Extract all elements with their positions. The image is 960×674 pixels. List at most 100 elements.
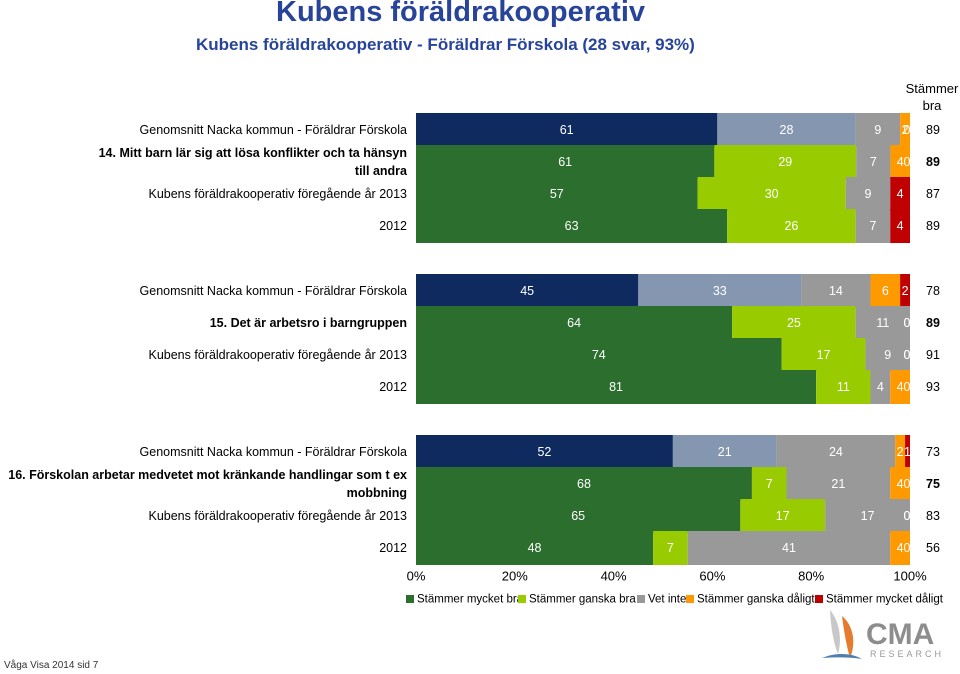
- data-label: 7: [869, 219, 876, 233]
- data-label: 6: [882, 284, 889, 298]
- bar-segment-stammer-ganska-bra: [638, 274, 802, 308]
- row-label: Kubens föräldrakooperativ föregående år …: [148, 187, 407, 201]
- legend-swatch-2: [637, 595, 645, 603]
- bar-segment-stammer-ganska-bra: [732, 306, 856, 340]
- data-label: 11: [837, 380, 850, 394]
- x-tick-label: 100%: [893, 568, 927, 583]
- row-label: Kubens föräldrakooperativ föregående år …: [148, 509, 407, 523]
- bar-segment-vet-inte: [856, 145, 891, 179]
- footer-page-label: Våga Visa 2014 sid 7: [4, 660, 99, 671]
- total-stammer-bra: 78: [926, 284, 940, 298]
- data-label: 45: [520, 284, 534, 298]
- data-label: 0: [904, 348, 911, 362]
- x-tick-label: 60%: [699, 568, 725, 583]
- data-label: 57: [550, 187, 564, 201]
- bar-segment-stammer-mycket-bra: [416, 338, 782, 372]
- bar-segment-stammer-ganska-bra: [714, 145, 857, 179]
- data-label: 74: [592, 348, 606, 362]
- total-stammer-bra: 91: [926, 348, 940, 362]
- data-label: 17: [776, 509, 790, 523]
- bar-segment-stammer-ganska-daligt: [890, 370, 910, 404]
- data-label: 0: [904, 509, 911, 523]
- bar-segment-stammer-ganska-daligt: [890, 531, 910, 565]
- legend-label: Stämmer mycket bra: [417, 594, 524, 606]
- data-label: 1: [904, 445, 911, 459]
- bar-segment-stammer-ganska-bra: [781, 338, 866, 372]
- data-label: 65: [571, 509, 585, 523]
- bar-segment-stammer-ganska-daligt: [890, 467, 910, 501]
- data-label: 21: [718, 445, 732, 459]
- data-label: 2: [902, 284, 909, 298]
- row-label: 2012: [379, 219, 407, 233]
- data-label: 0: [904, 123, 911, 137]
- bar-segment-vet-inte: [801, 274, 871, 308]
- data-label: 26: [784, 219, 798, 233]
- data-label: 4: [897, 541, 904, 555]
- bar-segment-stammer-mycket-bra: [416, 177, 698, 211]
- bar-segment-stammer-mycket-bra: [416, 467, 752, 501]
- bar-segment-vet-inte: [855, 209, 891, 243]
- data-label: 14: [829, 284, 843, 298]
- bar-segment-vet-inte: [845, 177, 891, 211]
- data-label: 0: [904, 348, 911, 362]
- bar-segment-stammer-ganska-bra: [751, 467, 787, 501]
- bar-segment-stammer-mycket-bra: [416, 531, 654, 565]
- data-label: 4: [897, 219, 904, 233]
- data-label: 33: [713, 284, 727, 298]
- bar-segment-stammer-ganska-bra: [727, 209, 856, 243]
- total-stammer-bra: 89: [926, 155, 940, 169]
- data-label: 11: [876, 316, 889, 330]
- data-label: 2: [897, 445, 904, 459]
- data-label: 7: [766, 477, 773, 491]
- total-stammer-bra: 87: [926, 187, 940, 201]
- total-stammer-bra: 73: [926, 445, 940, 459]
- data-label: 61: [558, 155, 572, 169]
- data-label: 9: [874, 123, 881, 137]
- legend-swatch-0: [406, 595, 414, 603]
- data-label: 28: [780, 123, 794, 137]
- data-label: 7: [667, 541, 674, 555]
- bar-segment-stammer-mycket-bra: [416, 145, 715, 179]
- page-title: Kubens föräldrakooperativ: [276, 0, 646, 28]
- data-label: 52: [537, 445, 551, 459]
- total-stammer-bra: 89: [926, 123, 940, 137]
- row-label-line2: mobbning: [347, 486, 407, 500]
- total-stammer-bra: 75: [926, 477, 940, 491]
- bar-segment-stammer-ganska-daligt: [900, 113, 910, 147]
- row-label-line2: till andra: [355, 164, 408, 178]
- bar-segment-vet-inte: [776, 435, 896, 469]
- bar-segment-stammer-mycket-daligt: [905, 435, 910, 469]
- legend-label: Stämmer ganska bra: [529, 594, 636, 606]
- data-label: 41: [782, 541, 796, 555]
- data-label: 30: [765, 187, 779, 201]
- bar-segment-vet-inte: [855, 306, 910, 340]
- total-stammer-bra: 89: [926, 316, 940, 330]
- data-label: 0: [904, 316, 911, 330]
- data-label: 2: [902, 123, 909, 137]
- logo-subtext: RESEARCH: [870, 649, 944, 659]
- data-label: 9: [884, 348, 891, 362]
- bar-segment-stammer-mycket-bra: [416, 274, 639, 308]
- sail-icon: [822, 610, 862, 659]
- bar-segment-stammer-ganska-bra: [740, 499, 826, 533]
- cma-research-logo: CMA RESEARCH: [822, 610, 944, 659]
- data-label: 63: [565, 219, 579, 233]
- legend-swatch-4: [815, 595, 823, 603]
- bar-segment-stammer-ganska-daligt: [895, 435, 906, 469]
- data-label: 0: [904, 155, 911, 169]
- x-tick-label: 20%: [502, 568, 528, 583]
- data-label: 17: [817, 348, 831, 362]
- data-label: 4: [897, 477, 904, 491]
- bar-segment-vet-inte: [855, 113, 901, 147]
- page-subtitle: Kubens föräldrakooperativ - Föräldrar Fö…: [196, 35, 695, 54]
- bar-segment-stammer-ganska-daligt: [870, 274, 901, 308]
- data-label: 4: [897, 155, 904, 169]
- data-label: 4: [897, 187, 904, 201]
- bar-segment-stammer-mycket-bra: [416, 113, 718, 147]
- x-tick-label: 40%: [601, 568, 627, 583]
- data-label: 81: [609, 380, 623, 394]
- data-label: 64: [567, 316, 581, 330]
- row-label: Genomsnitt Nacka kommun - Föräldrar Förs…: [140, 284, 407, 298]
- row-label-line1: 16. Förskolan arbetar medvetet mot kränk…: [8, 468, 407, 482]
- x-tick-label: 0%: [407, 568, 426, 583]
